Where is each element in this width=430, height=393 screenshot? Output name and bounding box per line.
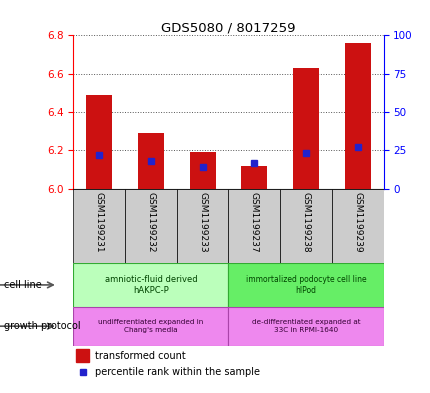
Bar (344, 43, 370, 189)
Bar (228, 263, 383, 307)
Bar (331, 189, 383, 263)
Text: growth protocol: growth protocol (4, 321, 81, 331)
Text: GSM1199231: GSM1199231 (95, 192, 103, 253)
Bar (228, 307, 383, 346)
Title: GDS5080 / 8017259: GDS5080 / 8017259 (161, 21, 295, 34)
Bar (76, 349, 89, 362)
Text: transformed count: transformed count (95, 351, 185, 361)
Bar (241, 166, 267, 189)
Bar (228, 189, 280, 263)
Bar (189, 152, 215, 189)
Bar (73, 189, 125, 263)
Text: GSM1199232: GSM1199232 (146, 192, 155, 253)
Bar (125, 189, 176, 263)
Text: amniotic-fluid derived
hAKPC-P: amniotic-fluid derived hAKPC-P (104, 275, 197, 295)
Bar (73, 307, 228, 346)
Text: immortalized podocyte cell line
hIPod: immortalized podocyte cell line hIPod (245, 275, 366, 295)
Text: de-differentiated expanded at
33C in RPMI-1640: de-differentiated expanded at 33C in RPM… (251, 320, 359, 333)
Text: GSM1199237: GSM1199237 (249, 192, 258, 253)
Text: GSM1199239: GSM1199239 (353, 192, 361, 253)
Bar (86, 95, 112, 189)
Bar (292, 68, 318, 189)
Text: cell line: cell line (4, 280, 42, 290)
Text: percentile rank within the sample: percentile rank within the sample (95, 367, 259, 377)
Bar (280, 189, 331, 263)
Text: undifferentiated expanded in
Chang's media: undifferentiated expanded in Chang's med… (98, 320, 203, 333)
Bar (138, 133, 163, 189)
Text: GSM1199233: GSM1199233 (198, 192, 206, 253)
Bar (73, 263, 228, 307)
Bar (176, 189, 228, 263)
Text: GSM1199238: GSM1199238 (301, 192, 310, 253)
